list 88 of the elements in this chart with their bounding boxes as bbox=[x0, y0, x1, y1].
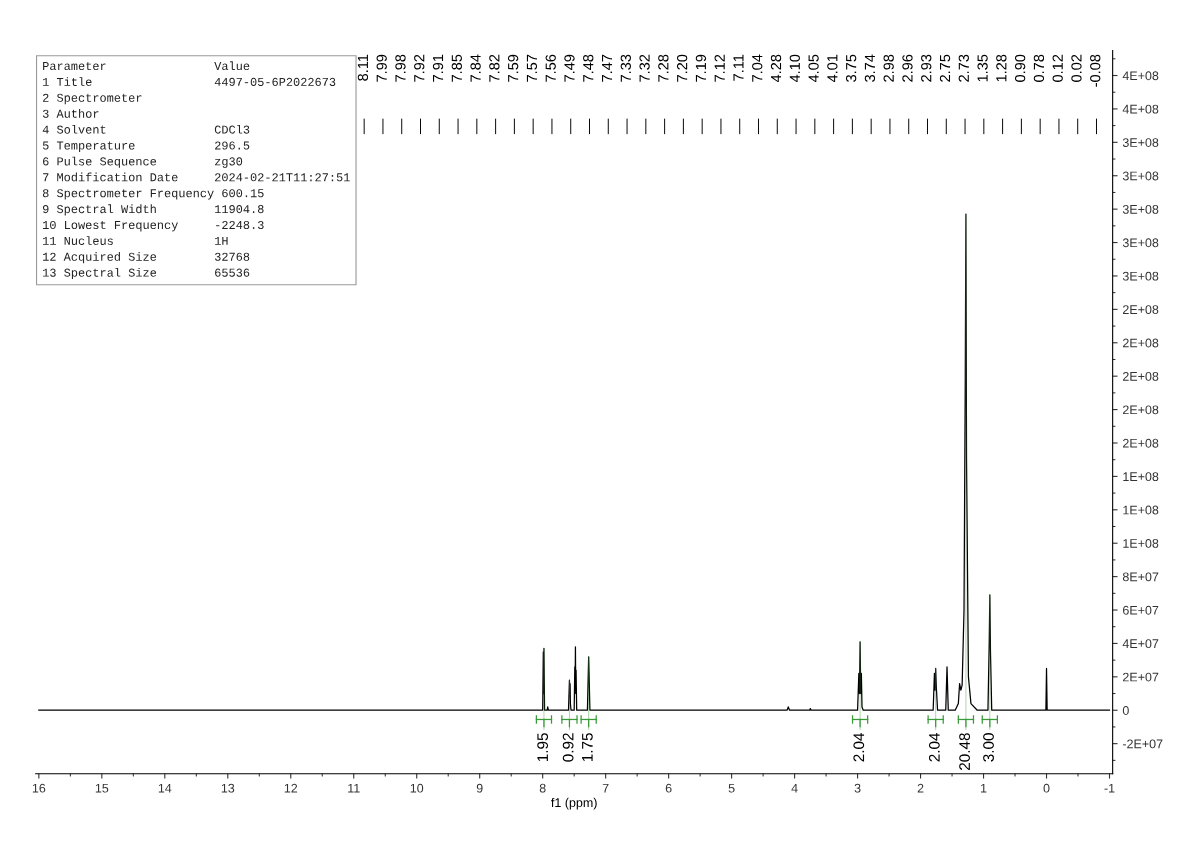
annotation: 7.59 bbox=[507, 54, 519, 82]
annotation: 7.56 bbox=[545, 54, 556, 82]
y-tick-label: 4E+08 bbox=[1122, 104, 1159, 114]
annotation: 1.75 bbox=[582, 733, 593, 762]
x-tick-label: 15 bbox=[95, 783, 109, 793]
annotation: 0.12 bbox=[1052, 54, 1063, 82]
annotation: 7.85 bbox=[451, 54, 462, 82]
y-tick-label: 1E+08 bbox=[1123, 539, 1159, 548]
x-tick-label: 9 bbox=[476, 783, 483, 793]
annotation: 1.28 bbox=[996, 54, 1007, 82]
annotation: 4.10 bbox=[789, 54, 800, 83]
annotation: 7.20 bbox=[676, 54, 688, 82]
y-tick-label: 4E+08 bbox=[1122, 71, 1159, 81]
x-tick-label: 10 bbox=[410, 783, 424, 793]
annotation: 2.04 bbox=[853, 732, 865, 762]
x-tick-label: 0 bbox=[1043, 783, 1050, 793]
annotation: 0.90 bbox=[1014, 54, 1026, 82]
annotation: 0.78 bbox=[1033, 54, 1045, 82]
x-tick-label: 7 bbox=[602, 783, 609, 793]
x-tick-label: 1 bbox=[981, 783, 987, 793]
annotation: 7.92 bbox=[414, 54, 425, 82]
annotation: 7.99 bbox=[376, 54, 387, 82]
annotation: 7.84 bbox=[470, 54, 481, 82]
y-tick-label: 2E+07 bbox=[1123, 672, 1159, 682]
x-tick-label: 3 bbox=[854, 783, 861, 793]
annotation: 2.96 bbox=[902, 54, 913, 82]
annotation: 7.04 bbox=[752, 54, 763, 82]
y-tick-label: 4E+07 bbox=[1122, 639, 1159, 649]
annotation: 1.35 bbox=[977, 54, 988, 82]
annotation: 3.00 bbox=[983, 733, 994, 762]
annotation: 3.75 bbox=[845, 54, 857, 82]
x-tick-label: 13 bbox=[221, 783, 235, 793]
annotation: 7.28 bbox=[658, 54, 669, 82]
annotation: 7.57 bbox=[526, 54, 538, 82]
x-tick-label: 4 bbox=[791, 783, 798, 793]
y-tick-label: 2E+08 bbox=[1123, 405, 1159, 415]
annotation: 4.01 bbox=[827, 54, 838, 83]
y-tick-label: 1E+08 bbox=[1123, 472, 1159, 482]
annotation: 4.28 bbox=[770, 54, 782, 83]
annotation: 2.04 bbox=[928, 732, 940, 762]
y-tick-label: 3E+08 bbox=[1122, 271, 1159, 281]
y-tick-label: 2E+08 bbox=[1123, 371, 1159, 381]
y-tick-label: 3E+08 bbox=[1122, 238, 1159, 248]
annotation: 7.47 bbox=[602, 54, 613, 82]
x-tick-label: 2 bbox=[917, 783, 924, 793]
annotation: 2.73 bbox=[958, 54, 969, 82]
x-axis-title: f1 (ppm) bbox=[551, 797, 597, 810]
annotation: 7.11 bbox=[733, 54, 744, 81]
annotation: 7.49 bbox=[564, 54, 575, 82]
y-tick-label: 1E+08 bbox=[1123, 505, 1159, 515]
annotation: 0.92 bbox=[562, 733, 574, 762]
y-tick-label: 6E+07 bbox=[1123, 605, 1159, 615]
annotation: 7.32 bbox=[639, 54, 650, 82]
annotation: 7.19 bbox=[695, 54, 707, 82]
annotation: 4.05 bbox=[808, 54, 819, 83]
x-tick-label: 12 bbox=[284, 783, 298, 793]
annotation: 2.75 bbox=[939, 54, 951, 82]
text: Parameter Value 1 Title 4497-05-6P2022673 2 Spectrometer 3 Author 4 Solvent CDCl3 5 Temperature 296.5 6 Pulse Sequence zg30 7 Modification Date 2024-02-21T11:27:51 8 Spectrometer Frequency 600.15 9 Spectral Width 11904.8 10 Lowest Frequency -2248.3 11 Nucleus 1H 12 Acquired Size 32768 13 Spectral Size 65536 bbox=[42, 61, 350, 280]
annotation: 2.93 bbox=[921, 54, 932, 82]
annotation: 3.74 bbox=[864, 54, 876, 82]
x-tick-label: 11 bbox=[348, 783, 360, 793]
x-tick-label: 8 bbox=[539, 783, 546, 793]
y-tick-label: 0 bbox=[1122, 706, 1129, 715]
y-tick-label: 2E+08 bbox=[1123, 338, 1159, 348]
y-tick-label: 2E+08 bbox=[1123, 438, 1159, 448]
annotation: 2.98 bbox=[883, 54, 894, 82]
y-tick-label: 3E+08 bbox=[1122, 171, 1159, 181]
y-tick-label: 3E+08 bbox=[1122, 204, 1159, 214]
annotation: -0.08 bbox=[1090, 54, 1101, 87]
annotation: 7.12 bbox=[714, 54, 725, 82]
annotation: 1.95 bbox=[537, 733, 549, 762]
annotation: 20.48 bbox=[959, 733, 971, 770]
y-tick-label: 3E+08 bbox=[1122, 138, 1159, 147]
x-tick-label: 5 bbox=[728, 783, 735, 793]
x-tick-label: -1 bbox=[1104, 783, 1115, 793]
annotation: 7.91 bbox=[432, 54, 444, 82]
annotation: 0.02 bbox=[1071, 54, 1082, 82]
x-tick-label: 16 bbox=[32, 783, 46, 793]
x-tick-label: 14 bbox=[158, 783, 172, 793]
annotation: 8.11 bbox=[357, 54, 369, 81]
y-tick-label: -2E+07 bbox=[1122, 739, 1163, 749]
y-tick-label: 8E+07 bbox=[1122, 572, 1159, 582]
annotation: 7.82 bbox=[489, 54, 500, 82]
x-tick-label: 6 bbox=[665, 783, 672, 793]
annotation: 7.33 bbox=[620, 54, 631, 82]
y-tick-label: 2E+08 bbox=[1123, 305, 1159, 315]
annotation: 7.48 bbox=[583, 54, 594, 82]
annotation: 7.98 bbox=[395, 54, 406, 82]
